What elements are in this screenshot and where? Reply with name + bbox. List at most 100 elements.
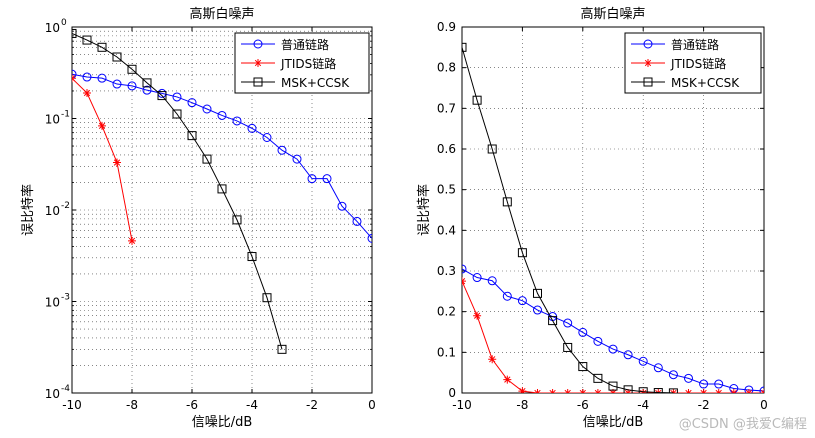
data-point — [593, 389, 602, 393]
watermark: @CSDN @我爱C编程 — [678, 417, 807, 432]
data-point — [517, 296, 527, 306]
data-point — [653, 363, 663, 373]
data-point — [83, 88, 91, 97]
legend-marker — [253, 39, 263, 49]
data-point — [277, 145, 287, 155]
data-point — [668, 388, 678, 393]
data-point — [142, 78, 152, 88]
data-point — [72, 69, 77, 79]
y-tick-exponent: -1 — [61, 110, 70, 120]
data-point — [502, 197, 512, 207]
data-point — [684, 389, 693, 393]
data-point — [232, 215, 242, 225]
data-point — [472, 95, 482, 105]
data-point — [668, 370, 678, 380]
y-tick-label: 0.7 — [437, 101, 456, 115]
data-point — [533, 389, 542, 393]
data-point — [563, 318, 573, 328]
series-line-3 — [462, 47, 674, 393]
data-point — [98, 121, 106, 130]
data-point — [578, 362, 588, 372]
data-point — [487, 276, 497, 286]
y-tick-label: 10 — [45, 21, 60, 35]
legend-label: 普通链路 — [281, 37, 329, 52]
data-point — [563, 342, 573, 352]
y-tick-label: 0.9 — [437, 20, 456, 34]
y-tick-label: 0.1 — [437, 345, 456, 359]
data-point — [533, 305, 542, 315]
data-point — [232, 116, 242, 126]
series-line-1 — [72, 73, 372, 239]
data-point — [247, 123, 257, 133]
data-point — [714, 379, 724, 389]
legend-label: JTIDS链路 — [670, 56, 726, 71]
data-point — [307, 174, 317, 184]
data-point — [202, 104, 212, 114]
data-point — [563, 389, 572, 393]
data-point — [744, 385, 754, 393]
data-point — [292, 154, 302, 164]
data-point — [578, 389, 587, 393]
data-point — [367, 233, 372, 243]
legend-label: 普通链路 — [671, 37, 719, 52]
data-point — [462, 42, 467, 52]
y-axis-label: 误比特率 — [416, 184, 432, 236]
chart-panel-1: -10 -8 -6 -4 -2 010-410-310-210-110 0高斯白噪声信噪比/… — [20, 6, 376, 430]
data-point — [112, 52, 122, 62]
data-point — [578, 327, 588, 337]
x-tick-label: -10 — [62, 398, 82, 412]
data-point — [638, 387, 648, 393]
series-line-2 — [462, 280, 764, 393]
data-point — [172, 109, 182, 119]
data-point — [247, 252, 257, 262]
legend: 普通链路 JTIDS链路 MSK+CCSK — [234, 32, 370, 94]
data-point — [473, 311, 482, 320]
data-point — [714, 389, 723, 393]
data-point — [699, 389, 708, 393]
data-point — [760, 389, 764, 393]
y-tick-label: 0.8 — [437, 61, 456, 75]
x-tick-label: 0 — [760, 398, 768, 412]
x-tick-label: -6 — [577, 398, 589, 412]
data-point — [262, 293, 272, 303]
y-axis-label: 误比特率 — [20, 184, 36, 236]
data-point — [684, 373, 693, 383]
data-point — [217, 184, 227, 194]
data-point — [187, 98, 197, 108]
data-point — [113, 158, 121, 167]
legend-marker — [643, 39, 653, 49]
legend-marker — [644, 59, 652, 67]
x-tick-label: -6 — [186, 398, 198, 412]
x-axis-label: 信噪比/dB — [192, 415, 253, 430]
chart-title: 高斯白噪声 — [580, 6, 645, 22]
x-tick-label: -4 — [246, 398, 258, 412]
legend-label: MSK+CCSK — [671, 76, 740, 90]
data-point — [487, 144, 497, 154]
x-tick-label: -2 — [306, 398, 318, 412]
series-line-1 — [462, 268, 764, 392]
data-point — [744, 389, 753, 393]
data-point — [202, 154, 212, 164]
data-point — [142, 85, 152, 95]
y-tick-label: 10 — [45, 387, 60, 401]
data-point — [533, 288, 542, 298]
data-point — [462, 264, 467, 274]
x-tick-label: -2 — [698, 398, 710, 412]
data-point — [593, 373, 603, 383]
data-point — [127, 64, 137, 74]
data-point — [82, 35, 92, 45]
data-point — [548, 316, 558, 326]
data-point — [472, 273, 482, 283]
data-point — [97, 73, 107, 83]
data-point — [653, 388, 663, 393]
x-tick-label: -4 — [637, 398, 649, 412]
data-point — [638, 356, 648, 366]
y-tick-label: 10 — [45, 296, 60, 310]
x-tick-label: -10 — [452, 398, 472, 412]
y-tick-exponent: -2 — [61, 201, 70, 211]
data-point — [503, 375, 512, 384]
y-tick-label: 0.4 — [437, 223, 456, 237]
y-tick-label: 0.5 — [437, 183, 456, 197]
data-point — [623, 385, 633, 393]
y-tick-label: 0.2 — [437, 305, 456, 319]
